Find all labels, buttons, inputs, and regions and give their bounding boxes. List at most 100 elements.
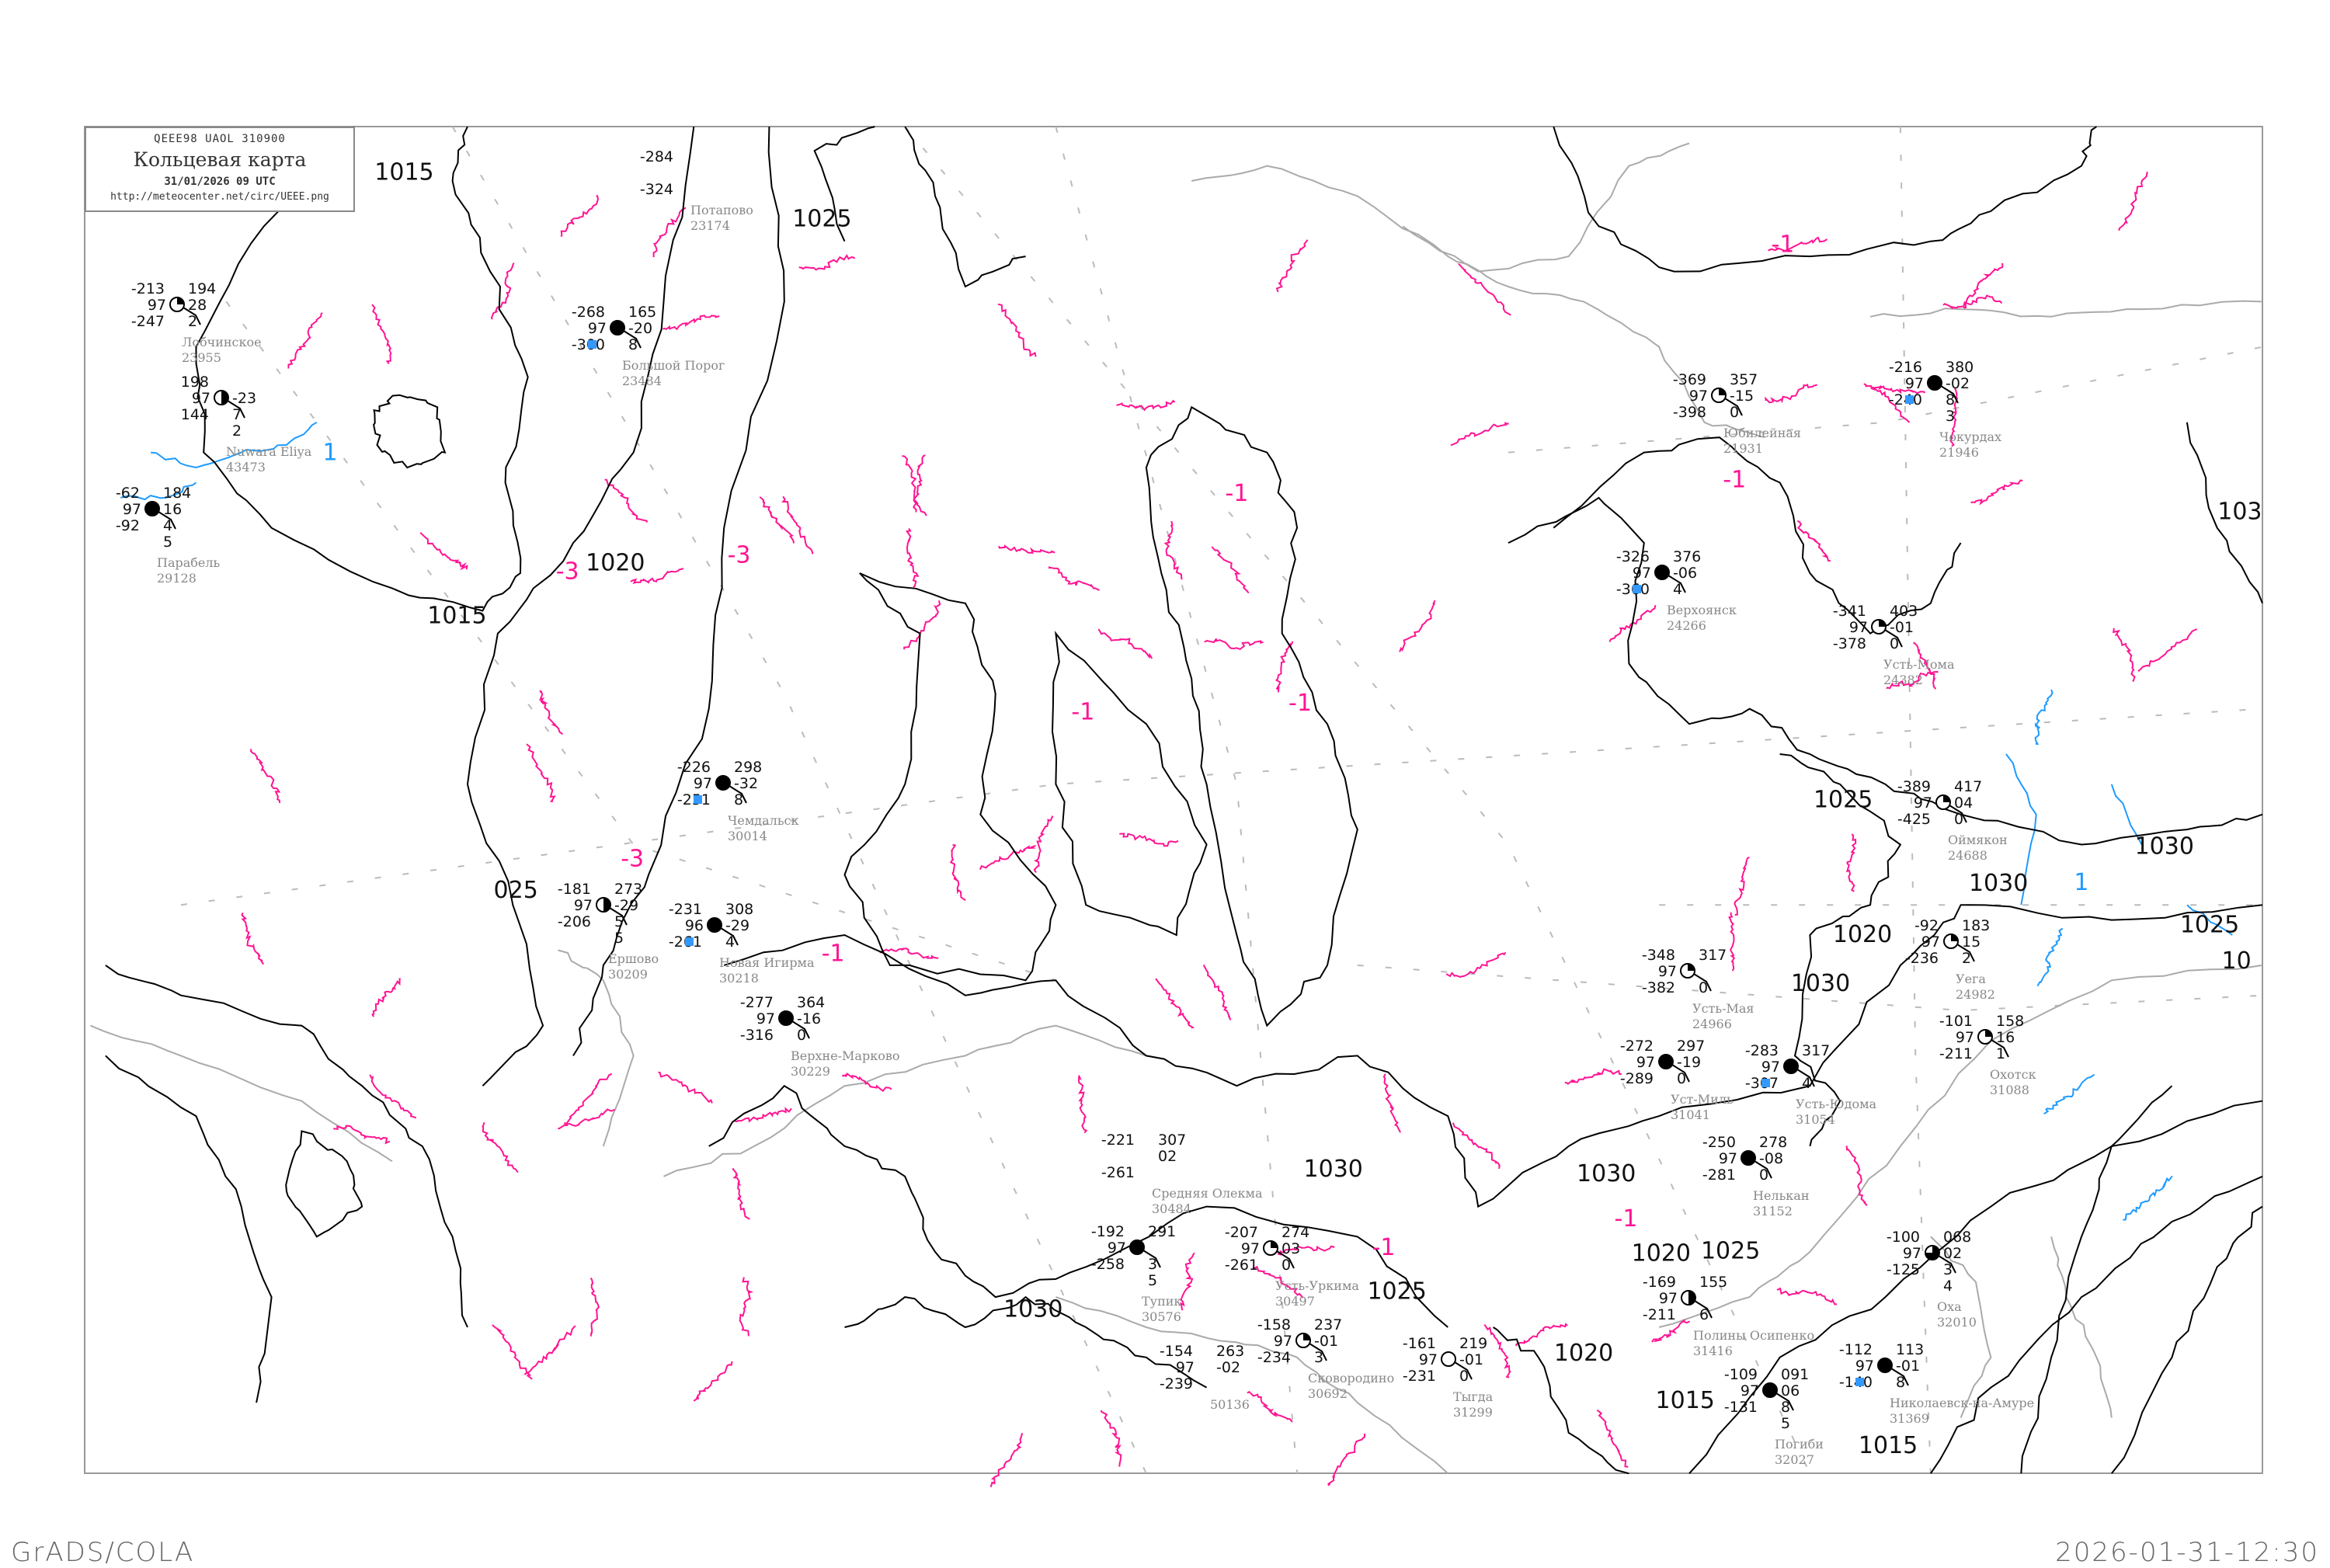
station-name: Полины Осипенко — [1693, 1328, 1814, 1343]
station-visibility: 97 — [1636, 1054, 1655, 1071]
negative-isotherm — [249, 749, 281, 804]
station-pressure-tendency: 16 — [1996, 1029, 2015, 1046]
isobar-label-group: 1015 — [427, 602, 486, 629]
isobar-label-group: 1020 — [1632, 1239, 1691, 1267]
station-pressure: 297 — [1677, 1038, 1705, 1055]
isobar-line — [1051, 631, 1208, 937]
snow-cover-marker — [1855, 1378, 1864, 1386]
isobar-label-group: 1025 — [1367, 1278, 1426, 1305]
wind-barb-icon — [1671, 1064, 1690, 1083]
map-header: QEEE98 UAOL 310900 Кольцевая карта 31/01… — [85, 127, 355, 212]
station-pressure: 183 — [1962, 917, 1990, 934]
map-title: Кольцевая карта — [133, 148, 307, 171]
isobar-label-group: 1015 — [1859, 1432, 1918, 1459]
station-pressure-tendency: 02 — [1158, 1148, 1177, 1165]
station-visibility: 97 — [1659, 1290, 1678, 1307]
station-name: Тыгда — [1453, 1389, 1494, 1404]
station-id: 50136 — [1210, 1397, 1250, 1412]
isobar-line — [2186, 422, 2263, 604]
isotherm-label-group: -1 — [1288, 690, 1312, 717]
isotherm-label: 1 — [2074, 869, 2088, 896]
wind-barb-icon — [1991, 1039, 2009, 1058]
negative-isotherm — [2113, 628, 2136, 683]
map-source-url: http://meteocenter.net/circ/UEEE.png — [110, 191, 329, 203]
isotherm-label: -1 — [1288, 690, 1312, 717]
station-pressure: 184 — [163, 485, 191, 502]
station-temperature: -231 — [669, 901, 702, 918]
station-id: 24688 — [1948, 848, 1987, 863]
wind-barb-icon — [158, 511, 176, 530]
snow-cover-marker — [694, 795, 702, 804]
coastline — [90, 1024, 393, 1163]
station-cloud-info: 2 — [188, 313, 197, 330]
station-temperature: -221 — [1101, 1132, 1135, 1149]
isobar-line — [572, 127, 785, 1056]
station-id: 31416 — [1693, 1344, 1733, 1358]
station-temperature: -213 — [131, 280, 165, 297]
negative-isotherm — [1871, 385, 1925, 395]
cloud-cover-fill — [1719, 388, 1726, 395]
coastline — [1869, 300, 2263, 318]
negative-isotherm — [693, 1361, 733, 1402]
station-visibility: 96 — [685, 917, 704, 934]
station-dewpoint: -236 — [1905, 950, 1939, 967]
station-id: 30218 — [719, 971, 759, 986]
cloud-cover-fill — [1943, 795, 1950, 802]
station-name: Чемдальск — [728, 813, 799, 828]
station-pressure: 274 — [1282, 1224, 1309, 1241]
station-visibility: 97 — [1761, 1059, 1780, 1076]
station-pressure: 308 — [725, 901, 753, 918]
station-id: 24982 — [1956, 987, 1995, 1002]
station-pressure-tendency: -01 — [1896, 1358, 1920, 1375]
isobar-line — [1779, 753, 1902, 1147]
isotherm-label: -1 — [1615, 1205, 1638, 1232]
station-cloud-info: 5 — [614, 913, 624, 930]
grid-line — [451, 126, 1147, 1474]
wind-barb-icon — [1796, 1069, 1815, 1087]
station-temperature: -284 — [640, 148, 673, 165]
isobar-line — [1493, 1326, 1629, 1475]
station-cloud-info: 3 — [1946, 408, 1955, 425]
station-pressure-tendency: -20 — [628, 320, 652, 337]
negative-isotherm — [1768, 236, 1827, 252]
station-dewpoint: -206 — [558, 913, 591, 930]
station-name: Усть-Юдома — [1796, 1097, 1877, 1111]
station-id: 30209 — [608, 967, 648, 982]
station-pressure: 091 — [1781, 1366, 1809, 1383]
cloud-cover-fill — [779, 1011, 793, 1025]
station-name: Ершово — [608, 951, 659, 966]
station-temperature: -169 — [1643, 1274, 1676, 1291]
negative-isotherm — [287, 312, 323, 369]
station-temperature: -62 — [116, 485, 140, 502]
station-pressure-tendency: 06 — [1781, 1382, 1800, 1399]
negative-isotherm — [371, 978, 401, 1017]
negative-isotherm — [1651, 1319, 1691, 1343]
negative-isotherm — [1596, 1409, 1629, 1468]
negative-isotherm — [739, 1277, 754, 1337]
station-pressure: 380 — [1946, 359, 1974, 376]
isobar-line — [466, 126, 695, 1086]
negative-isotherm — [998, 544, 1055, 554]
isobar-label-group: 025 — [494, 877, 538, 904]
negative-isotherm — [1886, 670, 1939, 690]
wind-barb-icon — [1309, 1343, 1327, 1361]
isobar-label-group: 1025 — [2180, 911, 2239, 938]
negative-isotherm — [879, 947, 939, 959]
isobar-line — [904, 126, 1026, 288]
station-id: 30484 — [1152, 1201, 1191, 1216]
snow-cover-marker — [685, 937, 694, 946]
cloud-cover-fill — [1659, 1055, 1673, 1069]
negative-isotherm — [524, 1325, 576, 1375]
isobar-label: 1025 — [792, 206, 851, 233]
cloud-cover-fill — [1303, 1333, 1310, 1340]
station-name: Сковородино — [1308, 1371, 1394, 1385]
negative-isotherm — [490, 262, 515, 320]
cloud-cover-fill — [1741, 1151, 1755, 1165]
negative-isotherm — [979, 844, 1036, 870]
lat-lon-grid — [180, 126, 2263, 1474]
negative-isotherm — [371, 304, 392, 364]
